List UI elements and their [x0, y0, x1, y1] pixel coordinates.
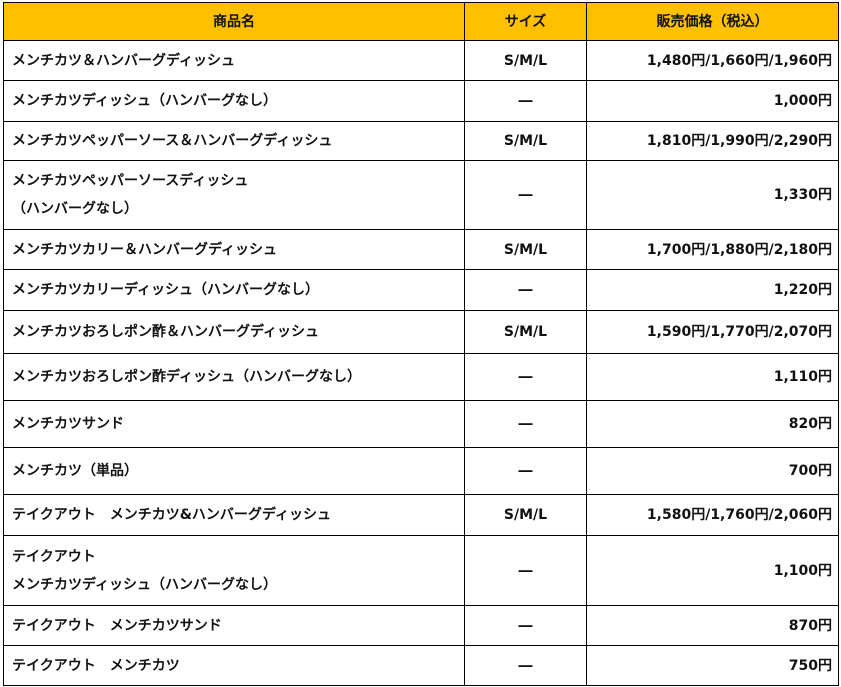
table-row: メンチカツ（単品） ― 700円: [3, 447, 839, 495]
product-price: 870円: [586, 605, 839, 646]
table-row: メンチカツサンド ― 820円: [3, 400, 839, 448]
product-name-line: メンチカツカリー＆ハンバーグディッシュ: [12, 241, 278, 258]
product-name-line: （ハンバーグなし）: [12, 201, 138, 217]
product-price: 1,220円: [586, 269, 839, 311]
product-price: 700円: [586, 447, 839, 495]
table-row: メンチカツカリー＆ハンバーグディッシュ S/M/L 1,700円/1,880円/2,…: [3, 229, 839, 270]
product-name-line: メンチカツ（単品）: [12, 463, 138, 479]
product-size: ―: [464, 535, 587, 606]
product-name-line: メンチカツペッパーソース＆ハンバーグディッシュ: [12, 133, 333, 149]
product-name: テイクアウトメンチカツディッシュ（ハンバーグなし）: [3, 535, 465, 606]
product-name: メンチカツ＆ハンバーグディッシュ: [3, 40, 465, 81]
product-name: メンチカツカリーディッシュ（ハンバーグなし）: [3, 269, 465, 311]
product-price: 1,700円/1,880円/2,180円: [586, 229, 839, 270]
product-name-line: メンチカツペッパーソースディッシュ: [12, 173, 249, 189]
product-name-line: テイクアウト メンチカツサンド: [12, 617, 222, 634]
product-name-line: テイクアウト: [12, 548, 96, 565]
product-size: S/M/L: [464, 310, 587, 354]
product-price: 1,480円/1,660円/1,960円: [586, 40, 839, 81]
product-name-line: テイクアウト メンチカツ&ハンバーグディッシュ: [12, 507, 331, 523]
table-row: テイクアウト メンチカツディッシュ（ハンバーグなし） ― 1,100円: [3, 535, 839, 606]
product-name-line: メンチカツディッシュ（ハンバーグなし）: [12, 93, 278, 109]
product-size: S/M/L: [464, 40, 587, 81]
menu-price-table: 商品名 サイズ 販売価格（税込） メンチカツ＆ハンバーグディッシュ S/M/L 1,…: [3, 2, 839, 686]
product-size: ―: [464, 400, 587, 448]
product-price: 1,330円: [586, 160, 839, 230]
table-row: テイクアウト メンチカツ&ハンバーグディッシュ S/M/L 1,580円/1,760…: [3, 494, 839, 536]
product-price: 1,110円: [586, 353, 839, 401]
product-size: S/M/L: [464, 121, 587, 161]
header-size: サイズ: [464, 2, 587, 41]
product-size: ―: [464, 269, 587, 311]
product-size: ―: [464, 645, 587, 686]
product-price: 750円: [586, 645, 839, 686]
product-name-line: メンチカツ＆ハンバーグディッシュ: [12, 52, 236, 69]
table-row: メンチカツおろしポン酢ディッシュ（ハンバーグなし） ― 1,110円: [3, 353, 839, 401]
product-size: ―: [464, 80, 587, 122]
product-size: S/M/L: [464, 494, 587, 536]
product-price: 1,000円: [586, 80, 839, 122]
product-size: ―: [464, 353, 587, 401]
product-name-line: メンチカツディッシュ（ハンバーグなし）: [12, 576, 278, 593]
product-name-line: メンチカツおろしポン酢＆ハンバーグディッシュ: [12, 324, 320, 340]
table-row: テイクアウト メンチカツ ― 750円: [3, 645, 839, 686]
product-name: メンチカツペッパーソースディッシュ （ハンバーグなし）: [3, 160, 465, 230]
product-name: テイクアウト メンチカツサンド: [3, 605, 465, 646]
product-size: ―: [464, 160, 587, 230]
table-header-row: 商品名 サイズ 販売価格（税込）: [3, 2, 839, 41]
table-row: メンチカツペッパーソースディッシュ （ハンバーグなし） ― 1,330円: [3, 160, 839, 230]
table-row: メンチカツディッシュ（ハンバーグなし） ― 1,000円: [3, 80, 839, 122]
product-name-line: メンチカツカリーディッシュ（ハンバーグなし）: [12, 282, 320, 298]
product-price: 1,590円/1,770円/2,070円: [586, 310, 839, 354]
table-row: テイクアウト メンチカツサンド ― 870円: [3, 605, 839, 646]
product-price: 820円: [586, 400, 839, 448]
table-row: メンチカツおろしポン酢＆ハンバーグディッシュ S/M/L 1,590円/1,770円…: [3, 310, 839, 354]
product-name: メンチカツ（単品）: [3, 447, 465, 495]
product-size: ―: [464, 605, 587, 646]
product-name: メンチカツディッシュ（ハンバーグなし）: [3, 80, 465, 122]
product-size: S/M/L: [464, 229, 587, 270]
header-price: 販売価格（税込）: [586, 2, 839, 41]
product-name: メンチカツおろしポン酢ディッシュ（ハンバーグなし）: [3, 353, 465, 401]
product-name: メンチカツおろしポン酢＆ハンバーグディッシュ: [3, 310, 465, 354]
header-product-name: 商品名: [3, 2, 465, 41]
product-name: メンチカツカリー＆ハンバーグディッシュ: [3, 229, 465, 270]
product-price: 1,100円: [586, 535, 839, 606]
product-price: 1,580円/1,760円/2,060円: [586, 494, 839, 536]
product-name-line: メンチカツおろしポン酢ディッシュ（ハンバーグなし）: [12, 369, 362, 385]
table-row: メンチカツカリーディッシュ（ハンバーグなし） ― 1,220円: [3, 269, 839, 311]
table-row: メンチカツペッパーソース＆ハンバーグディッシュ S/M/L 1,810円/1,990…: [3, 121, 839, 161]
product-name-line: テイクアウト メンチカツ: [12, 657, 180, 674]
product-size: ―: [464, 447, 587, 495]
product-name-line: メンチカツサンド: [12, 416, 124, 432]
product-name: メンチカツサンド: [3, 400, 465, 448]
product-name: テイクアウト メンチカツ&ハンバーグディッシュ: [3, 494, 465, 536]
product-price: 1,810円/1,990円/2,290円: [586, 121, 839, 161]
product-name: テイクアウト メンチカツ: [3, 645, 465, 686]
table-row: メンチカツ＆ハンバーグディッシュ S/M/L 1,480円/1,660円/1,960…: [3, 40, 839, 81]
product-name: メンチカツペッパーソース＆ハンバーグディッシュ: [3, 121, 465, 161]
